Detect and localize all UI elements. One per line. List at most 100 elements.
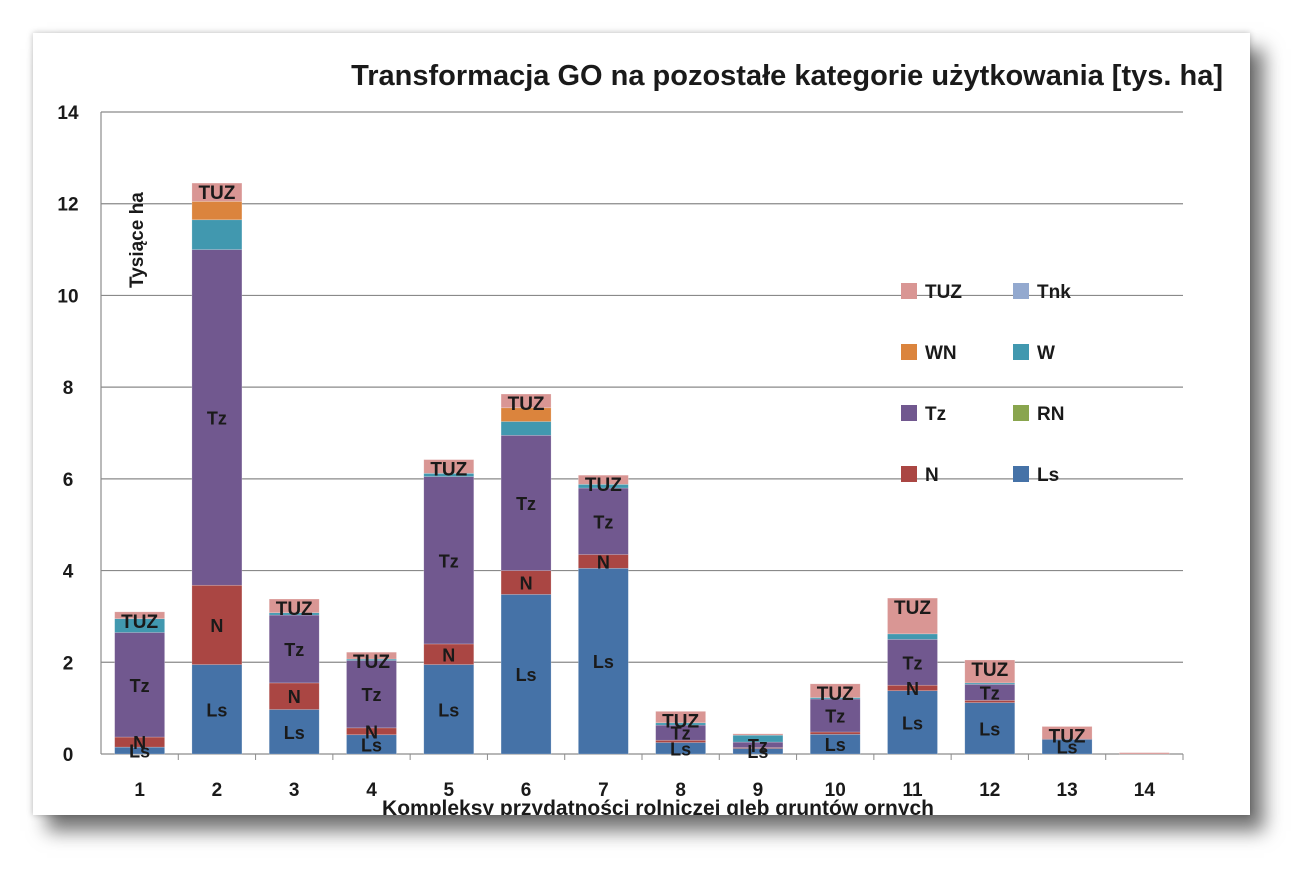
segment-label-N: N: [442, 645, 455, 665]
bar-TUZ-10: [809, 683, 861, 698]
bar-TUZ-13: [1041, 726, 1093, 739]
segment-labels: LsNTzTUZLsNTzTUZLsNTzTUZLsNTzTUZLsNTzTUZ…: [121, 183, 1086, 762]
bar-Tz-11: [887, 639, 938, 686]
segment-label-Tz: Tz: [671, 724, 691, 744]
legend: TUZ Tnk WN W Tz RN N Ls: [901, 282, 1071, 486]
bar-W-6: [500, 421, 552, 436]
legend-swatch-Ls: [1013, 466, 1029, 482]
bar-Ls-13: [1041, 739, 1093, 755]
bar-Ls-2: [191, 664, 243, 755]
bar-TUZ-9: [732, 733, 784, 736]
segment-label-N: N: [133, 733, 146, 753]
legend-label-RN: RN: [1037, 404, 1064, 425]
bar-TUZ-6: [500, 393, 552, 409]
legend-swatch-Tz: [901, 405, 917, 421]
bar-N-12: [964, 700, 1016, 703]
x-tick-label: 5: [443, 780, 454, 801]
legend-swatch-Tnk: [1013, 283, 1029, 299]
segment-label-Tz: Tz: [362, 685, 382, 705]
segment-label-Tz: Tz: [207, 408, 227, 428]
segment-label-Ls: Ls: [747, 742, 768, 762]
segment-label-Tz: Tz: [439, 551, 459, 571]
legend-label-W: W: [1037, 343, 1055, 364]
gridlines: [100, 111, 1183, 755]
segment-label-TUZ: TUZ: [121, 612, 158, 633]
y-tick-label: 8: [63, 378, 74, 399]
segment-label-Ls: Ls: [593, 652, 614, 672]
bar-TUZ-7: [578, 474, 629, 485]
segment-label-Tz: Tz: [748, 736, 768, 756]
segment-label-Tz: Tz: [825, 706, 845, 726]
segment-label-Ls: Ls: [979, 719, 1000, 739]
bar-N-10: [809, 731, 861, 735]
bar-TUZ-1: [114, 611, 165, 620]
bar-TUZ-2: [191, 182, 243, 202]
segment-label-TUZ: TUZ: [585, 475, 622, 496]
legend-label-TUZ: TUZ: [925, 282, 962, 303]
bar-W-2: [191, 219, 243, 250]
bar-WN-2: [191, 201, 243, 221]
x-tick-label: 12: [979, 780, 1000, 801]
segment-label-Tz: Tz: [903, 653, 923, 673]
bar-TUZ-11: [887, 597, 938, 635]
x-tick-label: 8: [675, 780, 686, 801]
y-tick-label: 10: [57, 286, 78, 307]
bar-Tz-3: [268, 614, 320, 684]
bars: [114, 182, 1170, 755]
legend-swatch-N: [901, 466, 917, 482]
legend-swatch-TUZ: [901, 283, 917, 299]
x-tick-label: 10: [825, 780, 846, 801]
bar-Tz-1: [114, 632, 165, 738]
x-tick-label: 13: [1057, 780, 1078, 801]
segment-label-Tz: Tz: [980, 683, 1000, 703]
segment-label-Ls: Ls: [516, 665, 537, 685]
segment-label-Ls: Ls: [902, 713, 923, 733]
x-tick-label: 11: [902, 780, 923, 801]
segment-label-TUZ: TUZ: [508, 394, 545, 415]
segment-label-TUZ: TUZ: [662, 711, 699, 732]
bar-Ls-7: [578, 567, 629, 755]
segment-label-Ls: Ls: [361, 735, 382, 755]
segment-label-TUZ: TUZ: [1049, 726, 1086, 747]
bar-N-2: [191, 584, 243, 665]
legend-swatch-W: [1013, 344, 1029, 360]
y-tick-label: 0: [63, 745, 74, 766]
bar-Tz-5: [423, 476, 475, 645]
segment-label-N: N: [365, 722, 378, 742]
bar-TUZ-5: [423, 459, 475, 474]
segment-label-Ls: Ls: [670, 739, 691, 759]
bar-N-3: [268, 682, 320, 710]
y-tick-label: 12: [57, 195, 78, 216]
bar-Tz-2: [191, 249, 243, 586]
segment-label-Ls: Ls: [1057, 738, 1078, 758]
x-axis-label: Kompleksy przydatności rolniczej gleb gr…: [382, 797, 934, 815]
bar-TUZ-3: [268, 598, 320, 614]
legend-label-Ls: Ls: [1037, 465, 1059, 486]
bar-TUZ-8: [655, 711, 706, 724]
segment-label-TUZ: TUZ: [198, 183, 235, 204]
bar-Ls-12: [964, 702, 1016, 755]
bar-W-11: [887, 633, 938, 640]
stacked-bar-chart: LsNTzTUZLsNTzTUZLsNTzTUZLsNTzTUZLsNTzTUZ…: [57, 60, 1223, 815]
x-tick-label: 9: [753, 780, 764, 801]
segment-label-TUZ: TUZ: [971, 660, 1008, 681]
y-tick-label: 14: [57, 103, 79, 124]
y-axis-label: Tysiące ha: [127, 192, 148, 288]
bar-Tz-10: [809, 698, 861, 733]
segment-label-Ls: Ls: [438, 700, 459, 720]
segment-label-N: N: [906, 679, 919, 699]
y-axis-ticks: 0 2 4 6 8 10 12 14: [57, 103, 79, 766]
x-axis-ticks: 1 2 3 4 5 6 7 8 9 10 11 12 13 14: [134, 754, 1184, 801]
segment-label-N: N: [288, 687, 301, 707]
bar-TUZ-4: [346, 651, 397, 660]
segment-label-Ls: Ls: [129, 742, 150, 762]
segment-label-Tz: Tz: [593, 512, 613, 532]
segment-label-TUZ: TUZ: [817, 684, 854, 705]
x-tick-label: 4: [366, 780, 377, 801]
segment-label-Tz: Tz: [284, 640, 304, 660]
segment-label-TUZ: TUZ: [894, 598, 931, 619]
y-tick-label: 4: [63, 562, 74, 583]
x-tick-label: 3: [289, 780, 300, 801]
bar-Tz-7: [578, 487, 629, 555]
chart-title: Transformacja GO na pozostałe kategorie …: [351, 60, 1223, 92]
